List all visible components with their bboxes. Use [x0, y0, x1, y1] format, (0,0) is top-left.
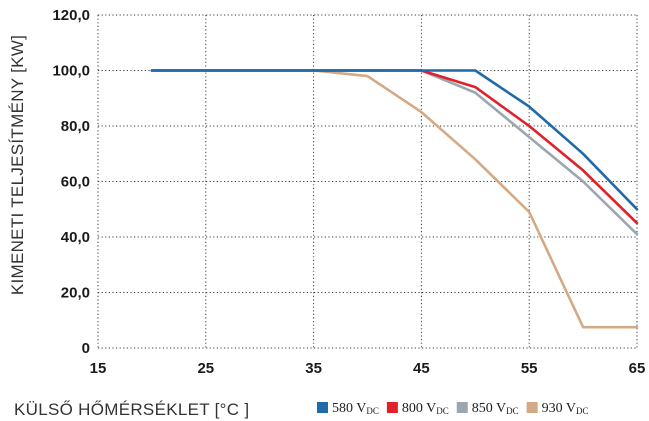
legend-item: 580 VDC	[317, 401, 379, 416]
series-lines	[150, 69, 639, 329]
legend-label: 580 VDC	[332, 401, 379, 416]
legend-label: 850 VDC	[472, 401, 519, 416]
y-axis-title: KIMENETI TELJESÍTMÉNY [KW]	[8, 35, 27, 295]
series-line-1	[150, 69, 639, 211]
legend-label: 800 VDC	[402, 401, 449, 416]
y-tick-label: 40,0	[61, 229, 90, 246]
series-line-4	[150, 69, 639, 329]
legend: 580 VDC 800 VDC 850 VDC 930 VDC	[317, 401, 589, 416]
legend-item: 930 VDC	[526, 401, 589, 416]
y-tick-label: 60,0	[61, 174, 90, 191]
x-axis-title: KÜLSŐ HŐMÉRSÉKLET [°C ]	[14, 400, 249, 419]
legend-swatch	[317, 402, 328, 413]
legend-swatch	[526, 402, 538, 413]
x-tick-label: 45	[413, 360, 430, 377]
legend-label: 930 VDC	[542, 401, 589, 416]
y-tick-label: 20,0	[61, 285, 90, 302]
legend-item: 850 VDC	[456, 401, 519, 416]
y-tick-label: 0	[82, 340, 90, 357]
x-tick-label: 25	[197, 360, 214, 377]
y-tick-label: 80,0	[61, 118, 90, 135]
legend-swatch	[456, 402, 468, 413]
legend-swatch	[386, 402, 398, 413]
x-tick-label: 15	[90, 360, 107, 377]
legend-item: 800 VDC	[386, 401, 449, 416]
y-tick-label: 120,0	[52, 7, 90, 24]
x-tick-label: 55	[521, 360, 538, 377]
y-tick-label: 100,0	[52, 63, 90, 80]
x-tick-label: 65	[629, 360, 646, 377]
x-tick-label: 35	[305, 360, 322, 377]
grid-lines	[97, 14, 638, 349]
tick-labels: 0 20,0 40,0 60,0 80,0 100,0 120,0 15 25 35 45 55 65	[52, 7, 645, 377]
